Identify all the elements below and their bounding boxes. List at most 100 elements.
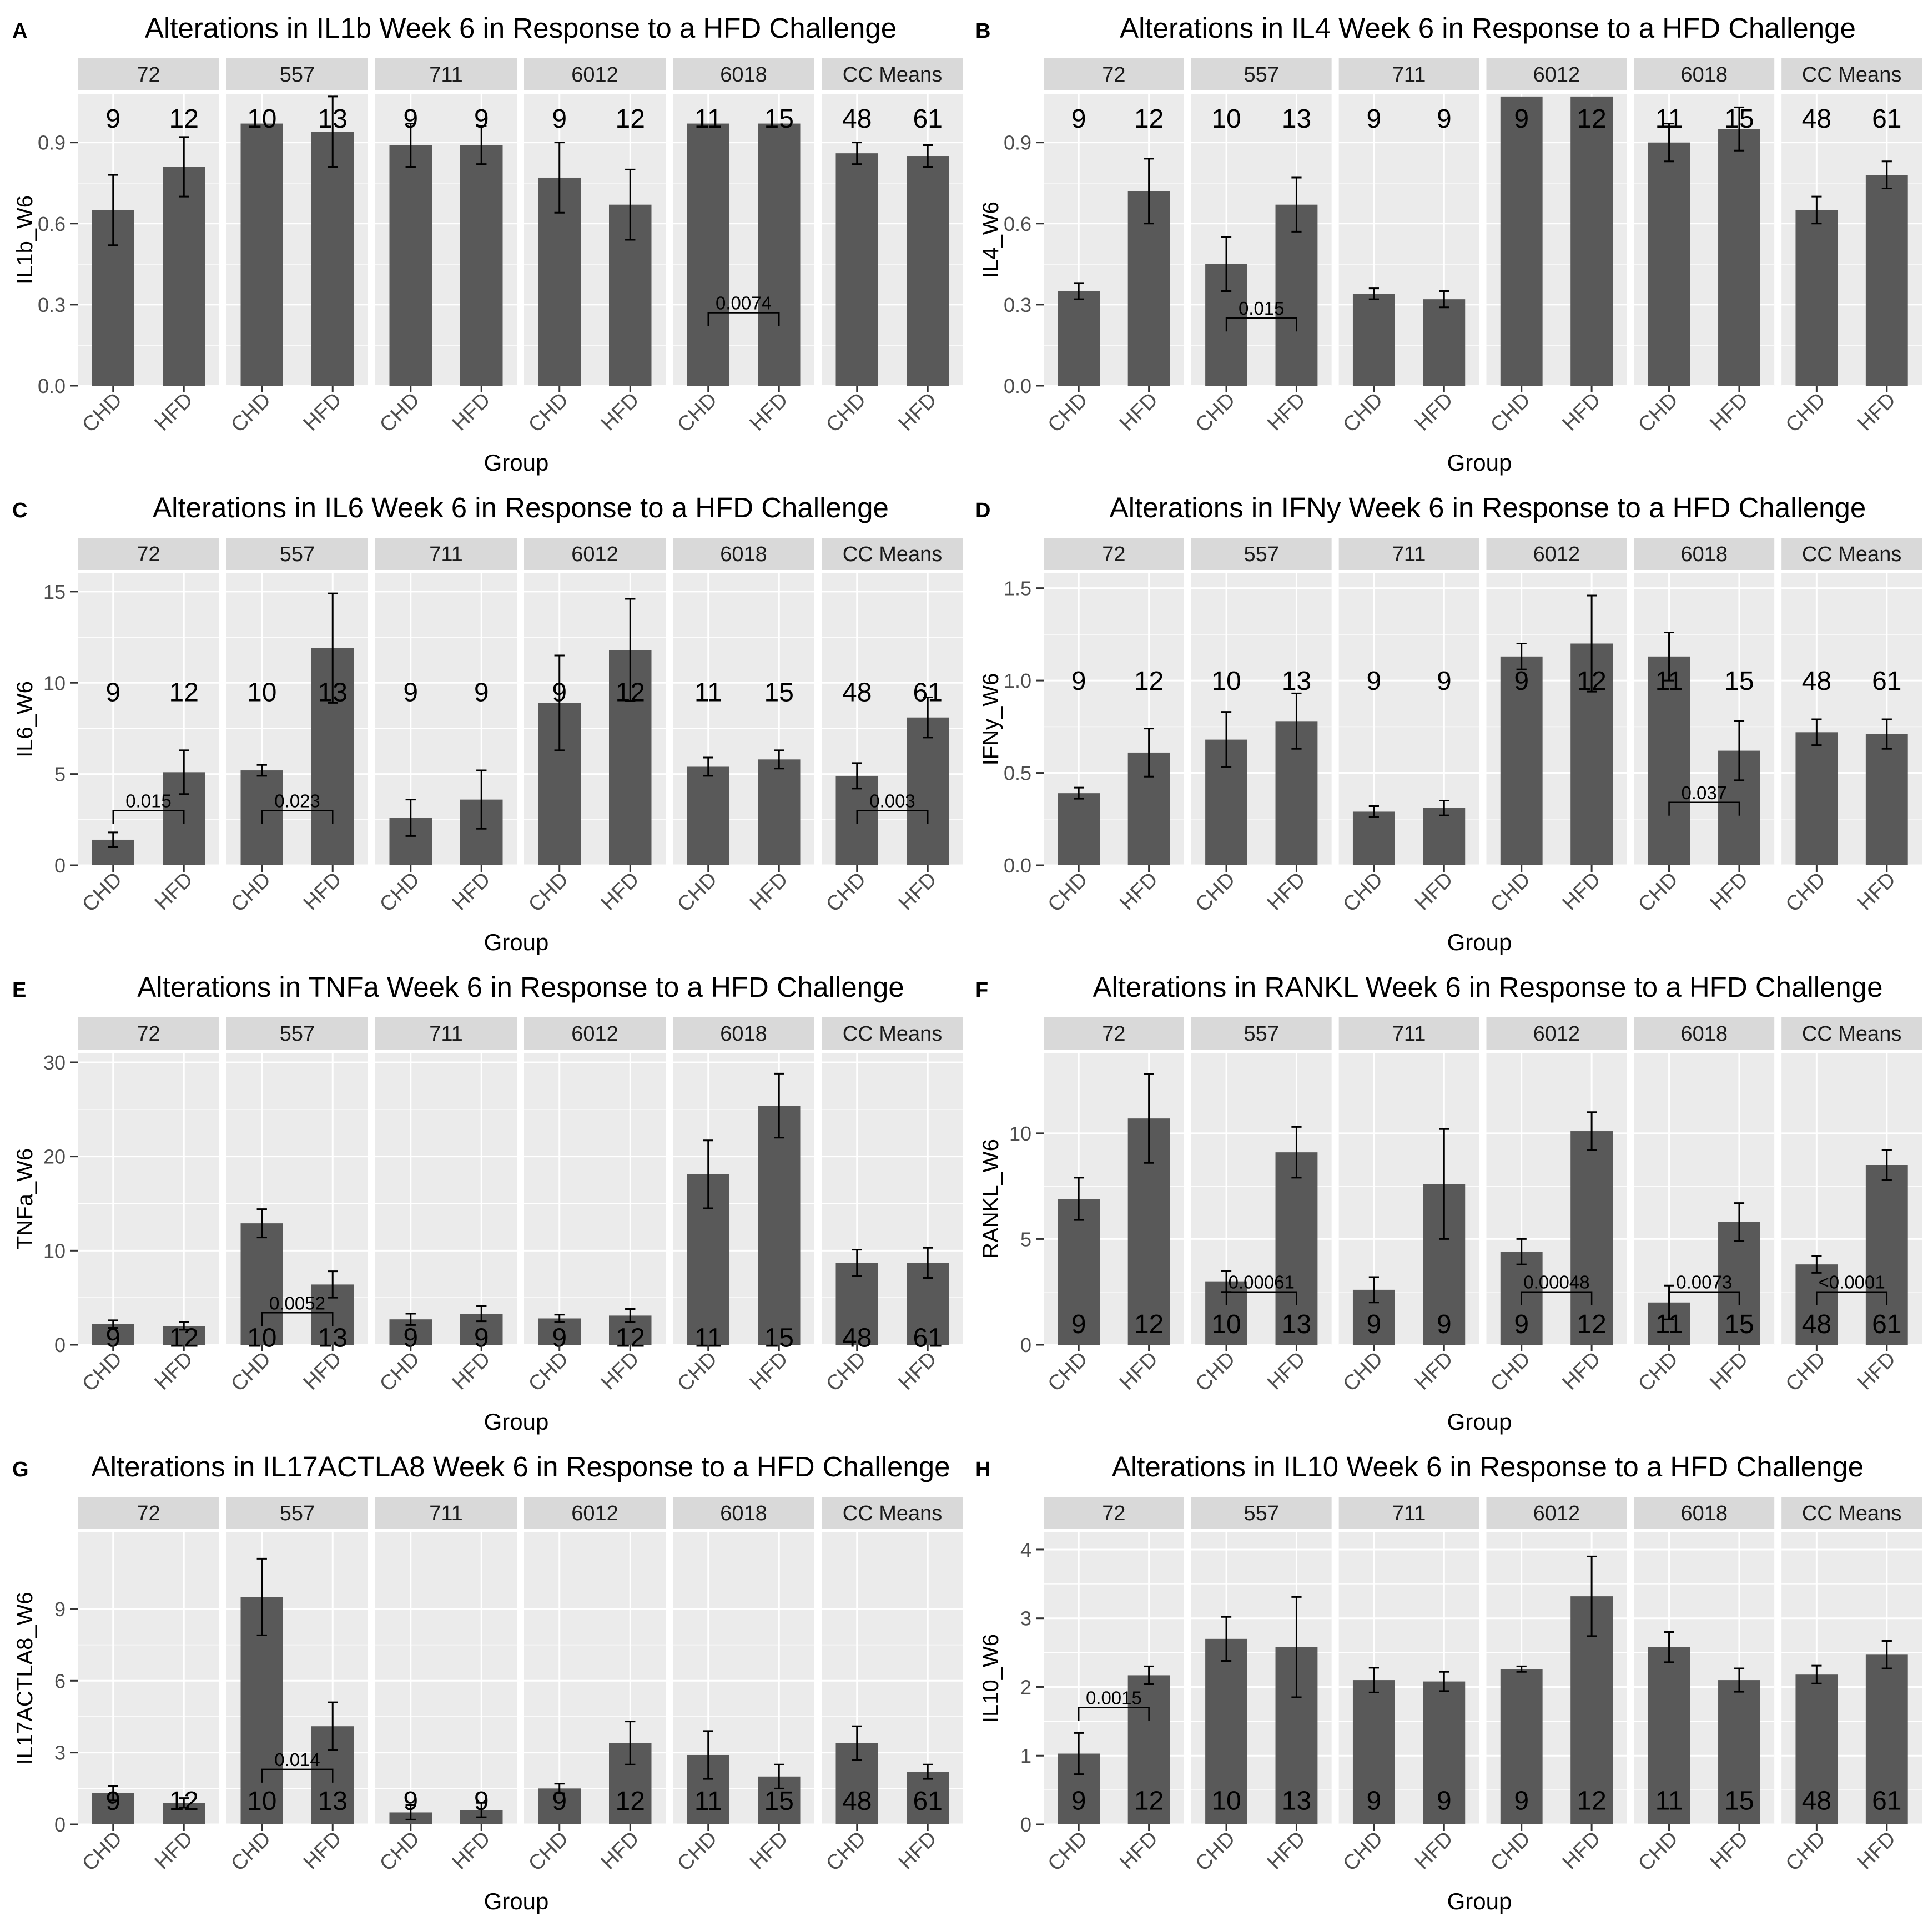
sample-size-label: 9 xyxy=(552,678,567,708)
sample-size-label: 12 xyxy=(1577,1310,1606,1339)
facet-strip xyxy=(226,1017,368,1050)
panel-letter: D xyxy=(975,499,990,522)
y-tick-label: 0.0 xyxy=(38,375,66,397)
facet-strip-label: 711 xyxy=(429,63,463,87)
significance-bracket xyxy=(856,810,929,824)
facet-strip-label: 711 xyxy=(429,1022,463,1046)
significance-bracket xyxy=(1816,1291,1888,1305)
sample-size-label: 12 xyxy=(616,104,645,134)
y-tick-label: 0 xyxy=(54,1813,66,1836)
y-tick-label: 0 xyxy=(1020,1813,1031,1836)
sample-size-label: 15 xyxy=(1724,1787,1754,1816)
facet-strip xyxy=(1634,538,1775,570)
significance-bracket xyxy=(261,810,334,824)
significance-bracket xyxy=(1668,1291,1740,1305)
facet-strip-label: CC Means xyxy=(843,543,943,566)
x-axis-title: Group xyxy=(1447,1409,1512,1435)
sample-size-label: 10 xyxy=(247,1787,276,1816)
sample-size-label: 9 xyxy=(403,678,418,708)
bar-hfd xyxy=(1718,129,1760,386)
significance-bracket xyxy=(1668,801,1740,816)
bar-chd xyxy=(1352,811,1395,865)
y-tick-label: 0.9 xyxy=(38,132,66,154)
sample-size-label: 48 xyxy=(842,678,872,708)
y-tick-label: 0.0 xyxy=(1004,854,1031,877)
y-axis-label: IL6_W6 xyxy=(13,681,37,758)
panel-letter: E xyxy=(12,978,26,1002)
facet-strip xyxy=(1191,58,1332,90)
facet-strip xyxy=(1044,58,1184,90)
sample-size-label: 10 xyxy=(1211,667,1241,696)
bar-chd xyxy=(1648,142,1690,386)
bar-hfd xyxy=(907,1772,949,1824)
p-value-label: 0.00061 xyxy=(1229,1272,1295,1293)
sample-size-label: 61 xyxy=(1872,1310,1901,1339)
bar-hfd xyxy=(1127,1675,1170,1824)
sample-size-label: 12 xyxy=(1577,1787,1606,1816)
sample-size-label: 13 xyxy=(318,1787,348,1816)
facet-strip xyxy=(1338,538,1479,570)
bar-hfd xyxy=(1275,1152,1318,1345)
bar-chd xyxy=(1352,294,1395,386)
y-tick-label: 5 xyxy=(1020,1228,1031,1250)
p-value-label: 0.00048 xyxy=(1523,1272,1589,1293)
chart-panel-g: G Alterations in IL17ACTLA8 Week 6 in Res… xyxy=(12,1451,963,1914)
y-axis-label: IL4_W6 xyxy=(979,201,1003,278)
y-tick-label: 2 xyxy=(1020,1676,1031,1698)
sample-size-label: 9 xyxy=(1514,1787,1529,1816)
sample-size-label: 15 xyxy=(1724,667,1754,696)
y-tick-label: 0.0 xyxy=(1004,375,1031,397)
facet-strip-label: 6012 xyxy=(1533,63,1580,87)
sample-size-label: 48 xyxy=(1802,667,1831,696)
bar-chd xyxy=(1500,96,1543,386)
y-axis-label: RANKL_W6 xyxy=(979,1139,1003,1259)
facet-strip xyxy=(1338,58,1479,90)
sample-size-label: 9 xyxy=(474,104,489,134)
facet-strip-label: 557 xyxy=(1244,1502,1279,1525)
panel-letter: G xyxy=(12,1458,29,1481)
facet-strip xyxy=(524,58,666,90)
y-tick-label: 0 xyxy=(1020,1334,1031,1356)
facet-strip xyxy=(375,1017,517,1050)
p-value-label: 0.0052 xyxy=(269,1293,325,1313)
facet-strip-label: 711 xyxy=(429,543,463,566)
sample-size-label: 9 xyxy=(105,1787,120,1816)
sample-size-label: 12 xyxy=(169,678,199,708)
significance-bracket xyxy=(112,810,185,824)
p-value-label: 0.014 xyxy=(274,1749,320,1770)
p-value-label: 0.0073 xyxy=(1676,1272,1732,1293)
facet-strip-label: 72 xyxy=(137,1502,160,1525)
sample-size-label: 12 xyxy=(1577,104,1606,134)
y-tick-label: 0 xyxy=(54,1334,66,1356)
facet-strip-label: 557 xyxy=(1244,63,1279,87)
facet-strip xyxy=(78,1497,219,1529)
facet-strip xyxy=(1781,1017,1922,1050)
facet-strip-label: 72 xyxy=(1102,1502,1125,1525)
sample-size-label: 10 xyxy=(247,104,276,134)
sample-size-label: 12 xyxy=(169,104,199,134)
facet-strip xyxy=(1191,538,1332,570)
facet-strip-label: 6012 xyxy=(1533,1502,1580,1525)
sample-size-label: 11 xyxy=(1655,1310,1683,1339)
sample-size-label: 13 xyxy=(318,678,348,708)
bar-hfd xyxy=(460,145,503,386)
bar-chd xyxy=(1795,210,1838,386)
facet-strip-label: 72 xyxy=(1102,1022,1125,1046)
bar-chd xyxy=(1648,1647,1690,1824)
sample-size-label: 13 xyxy=(1282,1310,1311,1339)
sample-size-label: 9 xyxy=(1367,104,1382,134)
